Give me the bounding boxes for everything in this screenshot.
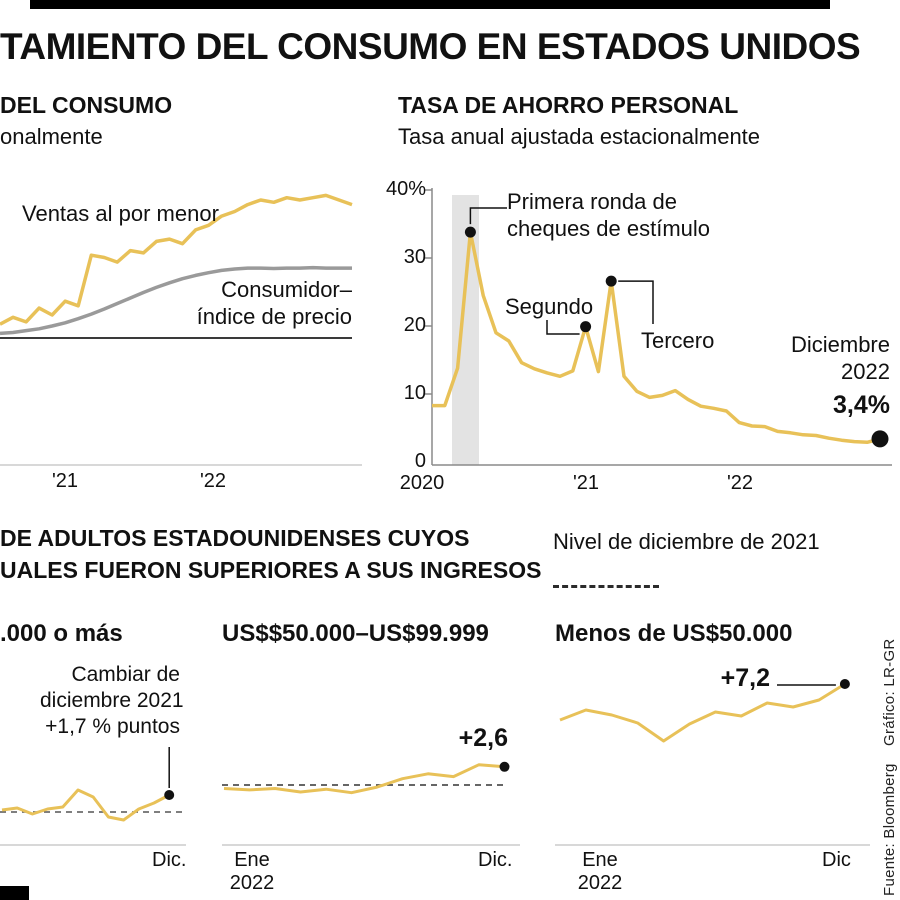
main-headline: TAMIENTO DEL CONSUMO EN ESTADOS UNIDOS [0,26,861,67]
consumo-xtick-21: '21 [51,470,79,492]
bottom-header-line2: UALES FUERON SUPERIORES A SUS INGRESOS [0,557,542,583]
leader-primera [469,207,507,225]
consumo-chart [0,193,362,466]
ahorro-ylabel-0: 0 [414,450,426,472]
grupo-medio-chart [222,761,520,846]
cpi-line [0,265,352,336]
grupo-medio-line [223,763,505,795]
grupo-bajo-change-label: +7,2 [720,664,770,692]
grupo-medio-xtick-ene: Ene 2022 [224,849,280,895]
consumo-subtitle: onalmente [0,124,103,149]
recession-band [452,195,479,465]
top-rule [30,0,830,9]
grupo-medio-end-dot [499,761,510,772]
grupo-alto-annotation-line1: Cambiar de [71,663,180,686]
credit-grafico: Gráfico: LR-GR [881,638,898,746]
dot-diciembre-2022 [871,430,889,448]
grupo-alto-xtick-dic: Dic. [152,849,187,871]
grupo-alto-end-dot [164,790,175,800]
cpi-label-line2: índice de precio [196,304,352,329]
ahorro-ylabel-10: 10 [403,382,426,404]
baseline-legend-dash [553,585,659,588]
grupo-alto-annotation-line2: diciembre 2021 [40,689,184,712]
annotation-diciembre: Diciembre 2022 [770,331,890,385]
consumo-title: DEL CONSUMO [0,92,173,118]
consumo-xtick-22: '22 [199,470,227,492]
credit-fuente: Fuente: Bloomberg [881,763,898,896]
grupo-medio-xtick-ene-line1: Ene [234,849,270,871]
ahorro-ylabel-30: 30 [403,246,426,268]
grupo-bajo-line [559,682,846,743]
grupo-alto-title: .000 o más [0,620,123,647]
dot-segundo [580,321,592,333]
savings-rate-line [432,230,881,445]
grupo-medio-xtick-ene-line2: 2022 [229,872,275,894]
grupo-bajo-xtick-ene-line2: 2022 [577,872,623,894]
cpi-label: Consumidor– índice de precio [150,276,352,330]
dot-primera-ronda [464,226,476,238]
grupo-alto-annotation: Cambiar de diciembre 2021 +1,7 % puntos [40,662,184,740]
ahorro-title: TASA DE AHORRO PERSONAL [398,92,739,118]
grupo-alto-annotation-line3: +1,7 % puntos [45,715,180,738]
grupo-medio-title: US$$50.000–US$99.999 [222,620,489,647]
grupo-bajo-title: Menos de US$50.000 [555,620,793,647]
annotation-primera-line1: Primera ronda de [507,189,677,214]
dot-tercero [605,275,617,287]
grupo-alto-line [1,788,170,822]
annotation-segundo: Segundo [505,294,594,319]
annotation-primera-line2: cheques de estímulo [507,216,711,241]
grupo-alto-chart [0,747,186,846]
ahorro-ylabel-40: 40% [385,178,426,200]
ahorro-xtick-21: '21 [572,472,600,494]
retail-sales-line [0,193,353,326]
grupo-bajo-xtick-ene: Ene 2022 [572,849,628,895]
grupo-medio-xtick-dic: Dic. [478,849,513,871]
leader-tercero [618,280,654,324]
baseline-legend-label: Nivel de diciembre de 2021 [553,529,820,554]
end-value-label: 3,4% [833,391,890,419]
bottom-left-mark [0,886,29,900]
ahorro-subtitle: Tasa anual ajustada estacionalmente [398,124,761,149]
leader-segundo [546,320,580,335]
ahorro-xtick-2020: 2020 [399,472,445,494]
annotation-tercero: Tercero [641,328,715,353]
retail-sales-label: Ventas al por menor [22,201,219,226]
grupo-bajo-end-dot [839,679,850,689]
annotation-diciembre-line1: Diciembre [790,332,890,357]
grupo-bajo-chart [555,679,870,846]
grupo-medio-change-label: +2,6 [458,724,508,752]
ahorro-ylabel-20: 20 [403,314,426,336]
cpi-label-line1: Consumidor– [221,277,352,302]
ahorro-chart [425,188,892,466]
annotation-primera: Primera ronda de cheques de estímulo [507,188,710,242]
annotation-diciembre-line2: 2022 [841,359,890,384]
grupo-bajo-xtick-ene-line1: Ene [582,849,618,871]
bottom-header-line1: DE ADULTOS ESTADOUNIDENSES CUYOS [0,525,470,551]
grupo-bajo-xtick-dic: Dic [822,849,851,871]
ahorro-xtick-22: '22 [726,472,754,494]
